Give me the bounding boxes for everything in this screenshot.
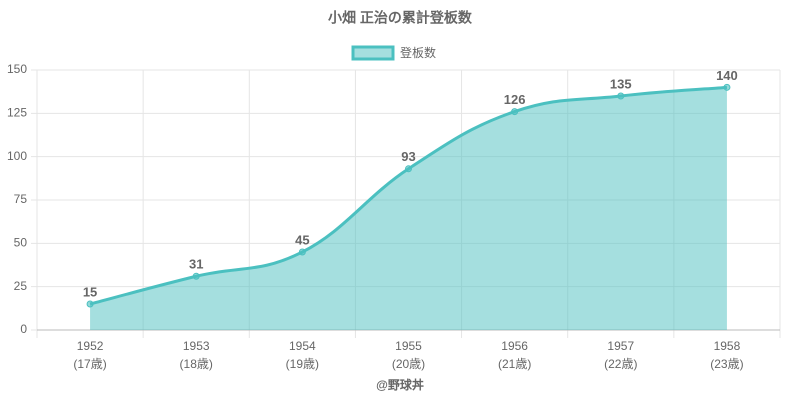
legend-swatch [351, 45, 395, 61]
chart-title: 小畑 正治の累計登板数 [328, 10, 473, 26]
y-tick-label: 75 [14, 192, 28, 206]
point [617, 92, 625, 100]
data-label: 15 [83, 284, 97, 299]
area [90, 87, 727, 330]
x-tick-label: (23歳) [710, 357, 743, 371]
point [298, 248, 306, 256]
x-tick-label: 1953 [183, 339, 210, 353]
x-tick-label: 1956 [501, 339, 528, 353]
x-tick-label: 1955 [395, 339, 422, 353]
point [86, 300, 94, 308]
data-label: 126 [504, 92, 526, 107]
x-tick-label: (20歳) [392, 357, 425, 371]
data-label: 93 [401, 149, 415, 164]
x-tick-label: 1954 [289, 339, 316, 353]
y-tick-label: 125 [7, 106, 27, 120]
point [405, 165, 412, 173]
y-tick-label: 150 [7, 62, 27, 76]
point [511, 108, 519, 116]
x-tick-label: (19歳) [286, 357, 319, 371]
y-tick-label: 25 [14, 279, 28, 293]
y-tick-label: 50 [14, 236, 28, 250]
data-label: 135 [610, 76, 632, 91]
y-tick-label: 100 [7, 149, 27, 163]
data-label: 45 [295, 232, 309, 247]
x-tick-label: 1958 [714, 339, 741, 353]
data-label: 140 [716, 68, 738, 83]
x-tick-label: 1957 [607, 339, 634, 353]
footer: @野球丼 [376, 377, 424, 392]
data-label: 31 [189, 257, 203, 272]
y-tick-label: 0 [20, 322, 27, 336]
x-tick-label: (22歳) [604, 357, 637, 371]
x-tick-label: (21歳) [498, 357, 531, 371]
x-tick-label: (17歳) [73, 357, 106, 371]
point [723, 83, 731, 91]
x-tick-label: 1952 [77, 339, 104, 353]
legend-label: 登板数 [400, 45, 436, 60]
x-tick-label: (18歳) [180, 357, 213, 371]
point [192, 272, 200, 280]
